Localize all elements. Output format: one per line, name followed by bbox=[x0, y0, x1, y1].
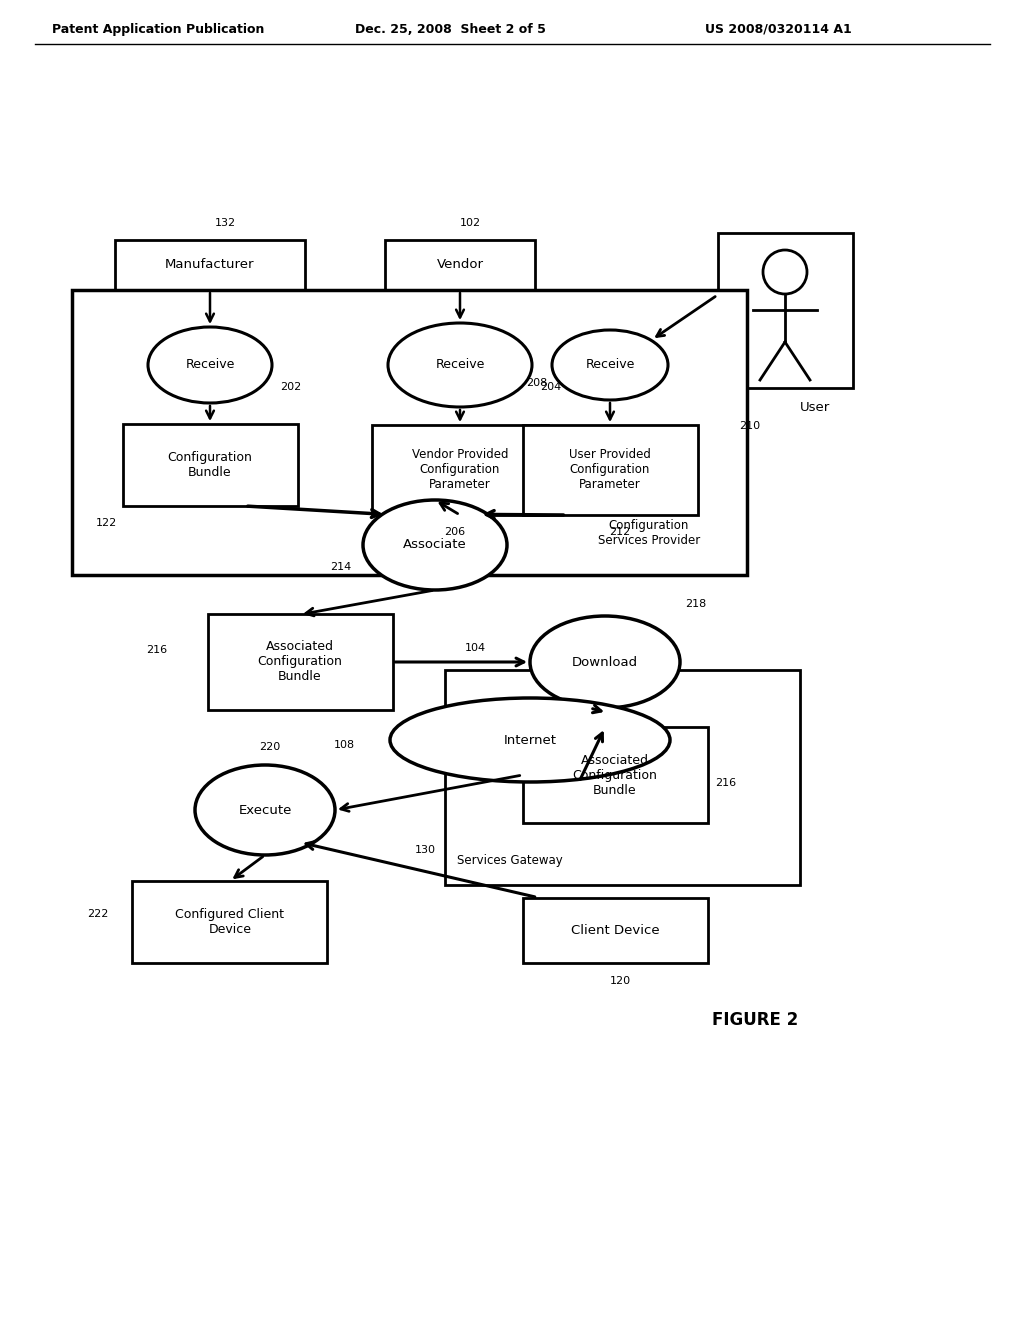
FancyBboxPatch shape bbox=[522, 727, 708, 822]
Text: Associate: Associate bbox=[403, 539, 467, 552]
FancyBboxPatch shape bbox=[718, 232, 853, 388]
Text: Download: Download bbox=[572, 656, 638, 668]
Text: 220: 220 bbox=[259, 742, 281, 752]
Text: 216: 216 bbox=[716, 777, 736, 788]
Text: Receive: Receive bbox=[185, 359, 234, 371]
Text: 120: 120 bbox=[609, 975, 631, 986]
Ellipse shape bbox=[552, 330, 668, 400]
Text: 214: 214 bbox=[330, 562, 351, 572]
Text: Configured Client
Device: Configured Client Device bbox=[175, 908, 285, 936]
Text: 202: 202 bbox=[280, 381, 301, 392]
Text: 218: 218 bbox=[685, 599, 707, 609]
Text: FIGURE 2: FIGURE 2 bbox=[712, 1011, 798, 1030]
Ellipse shape bbox=[390, 698, 670, 781]
Text: 212: 212 bbox=[609, 527, 631, 537]
FancyBboxPatch shape bbox=[115, 240, 305, 290]
Text: 216: 216 bbox=[146, 645, 168, 655]
Text: 204: 204 bbox=[540, 381, 561, 392]
Ellipse shape bbox=[195, 766, 335, 855]
Text: Patent Application Publication: Patent Application Publication bbox=[52, 22, 264, 36]
Text: Configuration
Services Provider: Configuration Services Provider bbox=[598, 519, 700, 546]
Ellipse shape bbox=[148, 327, 272, 403]
FancyBboxPatch shape bbox=[445, 671, 800, 884]
Text: Execute: Execute bbox=[239, 804, 292, 817]
Text: User Provided
Configuration
Parameter: User Provided Configuration Parameter bbox=[569, 449, 651, 491]
FancyBboxPatch shape bbox=[208, 615, 392, 710]
FancyBboxPatch shape bbox=[123, 424, 298, 506]
FancyBboxPatch shape bbox=[522, 898, 708, 962]
FancyBboxPatch shape bbox=[373, 425, 548, 515]
Text: 210: 210 bbox=[739, 421, 760, 430]
Ellipse shape bbox=[763, 249, 807, 294]
Text: Vendor: Vendor bbox=[436, 259, 483, 272]
Ellipse shape bbox=[388, 323, 532, 407]
Text: 108: 108 bbox=[334, 741, 355, 750]
Text: User: User bbox=[800, 401, 830, 414]
Text: Receive: Receive bbox=[586, 359, 635, 371]
Text: Client Device: Client Device bbox=[570, 924, 659, 936]
Text: Dec. 25, 2008  Sheet 2 of 5: Dec. 25, 2008 Sheet 2 of 5 bbox=[355, 22, 546, 36]
Text: 132: 132 bbox=[214, 218, 236, 228]
Ellipse shape bbox=[530, 616, 680, 708]
FancyBboxPatch shape bbox=[385, 240, 535, 290]
FancyBboxPatch shape bbox=[522, 425, 697, 515]
Text: 208: 208 bbox=[525, 378, 547, 388]
Text: US 2008/0320114 A1: US 2008/0320114 A1 bbox=[705, 22, 852, 36]
Text: Services Gateway: Services Gateway bbox=[457, 854, 563, 867]
Text: 102: 102 bbox=[460, 218, 480, 228]
FancyBboxPatch shape bbox=[132, 880, 328, 964]
Text: Internet: Internet bbox=[504, 734, 556, 747]
Text: 104: 104 bbox=[465, 643, 486, 653]
Text: 222: 222 bbox=[87, 909, 109, 919]
Text: Receive: Receive bbox=[435, 359, 484, 371]
FancyBboxPatch shape bbox=[72, 290, 746, 576]
Text: Vendor Provided
Configuration
Parameter: Vendor Provided Configuration Parameter bbox=[412, 449, 508, 491]
Ellipse shape bbox=[362, 500, 507, 590]
Text: Associated
Configuration
Bundle: Associated Configuration Bundle bbox=[572, 754, 657, 796]
Text: 122: 122 bbox=[96, 517, 118, 528]
Text: Associated
Configuration
Bundle: Associated Configuration Bundle bbox=[258, 640, 342, 684]
Text: Configuration
Bundle: Configuration Bundle bbox=[168, 451, 253, 479]
Text: 206: 206 bbox=[444, 527, 466, 537]
Text: Manufacturer: Manufacturer bbox=[165, 259, 255, 272]
Text: 130: 130 bbox=[415, 845, 436, 855]
